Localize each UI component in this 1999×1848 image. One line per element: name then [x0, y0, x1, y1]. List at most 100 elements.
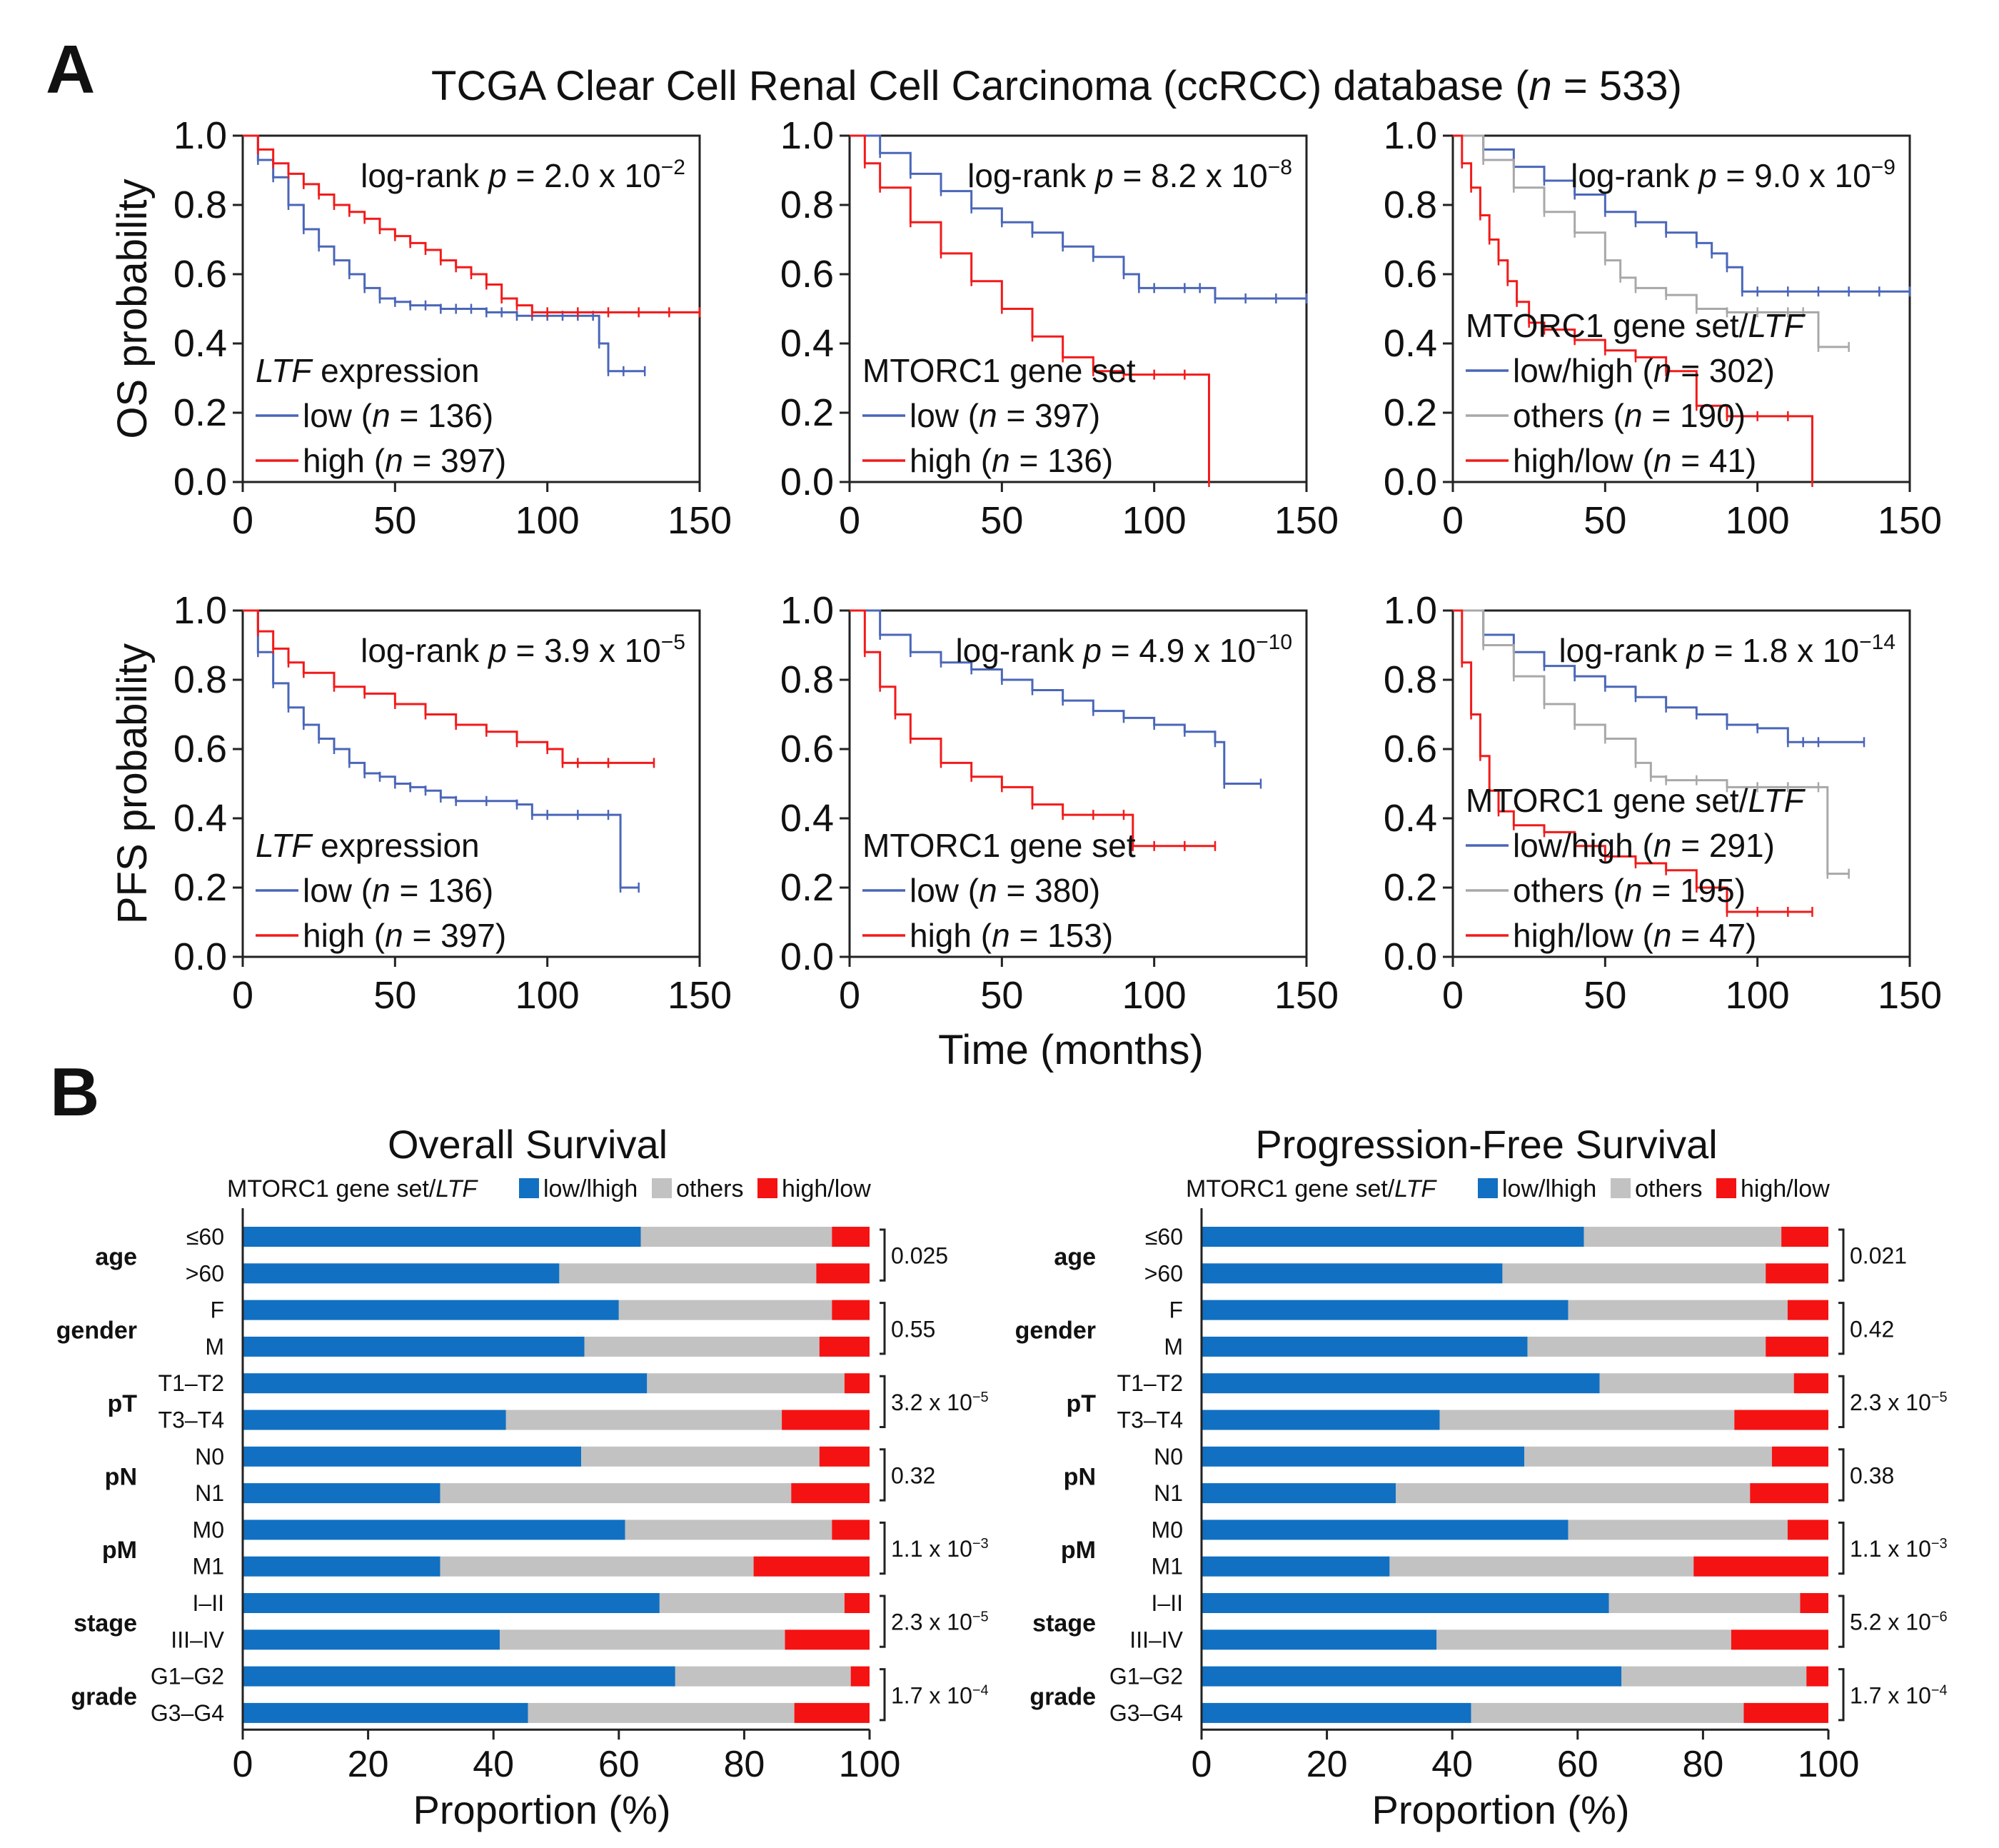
group-p-value: 1.1 x 10−3 — [891, 1536, 989, 1562]
km-curve — [850, 609, 1261, 785]
bar-segment-high/low — [1750, 1483, 1828, 1504]
bar-segment-others — [1621, 1666, 1807, 1687]
bar-segment-others — [659, 1593, 845, 1613]
bar-segment-low/high — [243, 1593, 660, 1613]
group-label: pN — [1064, 1463, 1096, 1490]
bar-segment-high/low — [1787, 1520, 1828, 1540]
group-label: pT — [1066, 1390, 1096, 1417]
plot-frame — [241, 609, 701, 958]
legend-entry: others (n = 190) — [1513, 397, 1746, 434]
x-tick-label: 150 — [1274, 499, 1339, 542]
x-tick-label: 80 — [723, 1744, 765, 1785]
km-series-1 — [243, 134, 701, 318]
row-label: N0 — [195, 1444, 224, 1470]
row-label: M1 — [1152, 1554, 1183, 1580]
bar-segment-high/low — [1793, 1373, 1828, 1394]
row-label: G1–G2 — [1109, 1664, 1183, 1689]
bar-segment-others — [584, 1336, 820, 1357]
y-tick-label: 0.2 — [1384, 866, 1437, 909]
y-tick-label: 0.6 — [780, 253, 834, 296]
bar-segment-low/high — [243, 1263, 560, 1284]
bar-segment-high/low — [850, 1666, 870, 1687]
row-label: I–II — [1152, 1590, 1183, 1616]
group-p-value: 5.2 x 10−6 — [1850, 1610, 1948, 1635]
bar-segment-high/low — [1734, 1410, 1828, 1430]
bar-group-pM: M0 M1 pM 1.1 x 10−3 — [1061, 1517, 1948, 1579]
legend-entry: low (n = 136) — [303, 872, 493, 909]
bar-segment-high/low — [785, 1629, 870, 1650]
bar-segment-low/high — [243, 1227, 641, 1247]
bar-segment-others — [1568, 1300, 1788, 1320]
bar-segment-high/low — [791, 1483, 870, 1504]
bar-segment-low/high — [1202, 1410, 1440, 1430]
y-tick-label: 1.0 — [173, 589, 227, 632]
bar-segment-low/high — [243, 1483, 440, 1504]
x-tick-label: 40 — [473, 1744, 514, 1785]
bar-segment-high/low — [782, 1410, 870, 1430]
group-label: grade — [1029, 1683, 1096, 1710]
x-tick-label: 40 — [1431, 1744, 1473, 1785]
row-label: III–IV — [1129, 1627, 1183, 1652]
y-tick-label: 1.0 — [780, 589, 834, 632]
significance-bracket — [880, 1228, 886, 1282]
y-tick-label: 0.2 — [1384, 391, 1437, 434]
y-tick-label: 0.0 — [173, 461, 227, 503]
significance-bracket — [1838, 1521, 1845, 1575]
bar-segment-low/high — [243, 1300, 619, 1320]
y-tick-label: 0.0 — [780, 461, 834, 503]
bar-group-pN: N0 N1 pN 0.32 — [105, 1444, 936, 1506]
bar-segment-high/low — [1781, 1227, 1828, 1247]
row-label: F — [210, 1297, 224, 1323]
km-panel-os-ltf: 0.0 0.2 0.4 0.6 0.8 1.0 0 50 100 150 OS probabilit… — [109, 114, 732, 542]
row-label: N0 — [1154, 1444, 1183, 1470]
x-tick-label: 20 — [348, 1744, 389, 1785]
y-tick-label: 0.4 — [173, 797, 227, 840]
bar-segment-others — [559, 1263, 817, 1284]
y-tick-label: 0.4 — [780, 322, 834, 365]
row-label: M0 — [1152, 1517, 1183, 1542]
significance-bracket — [1838, 1375, 1845, 1428]
significance-bracket — [880, 1595, 886, 1648]
x-tick-label: 150 — [668, 499, 732, 542]
row-label: ≤60 — [186, 1224, 224, 1250]
bar-segment-low/high — [1202, 1227, 1584, 1247]
bar-segment-others — [1502, 1263, 1766, 1284]
bar-segment-low/high — [1202, 1336, 1528, 1357]
bar-segment-high/low — [832, 1227, 870, 1247]
bar-segment-low/high — [243, 1556, 440, 1577]
legend-entry: low (n = 136) — [303, 397, 493, 434]
row-label: I–II — [193, 1590, 224, 1616]
bar-segment-others — [1527, 1336, 1766, 1357]
row-label: G3–G4 — [1109, 1700, 1183, 1726]
bar-segment-high/low — [1731, 1629, 1828, 1650]
bar-group-pT: T1–T2 T3–T4 pT 2.3 x 10−5 — [1066, 1370, 1947, 1432]
bar-chart-title: Progression-Free Survival — [1255, 1122, 1717, 1167]
x-axis-label: Proportion (%) — [413, 1787, 670, 1832]
bar-segment-others — [505, 1410, 782, 1430]
logrank-p-value: log-rank p = 3.9 x 10−5 — [361, 631, 685, 669]
legend-entry: high (n = 153) — [910, 917, 1113, 954]
km-series-0 — [850, 134, 1308, 303]
bar-segment-others — [625, 1520, 832, 1540]
x-tick-label: 100 — [515, 974, 580, 1017]
group-label: pM — [1061, 1537, 1096, 1564]
row-label: G1–G2 — [151, 1664, 224, 1689]
row-label: T1–T2 — [158, 1370, 224, 1396]
bar-segment-high/low — [844, 1373, 870, 1394]
bar-group-stage: I–II III–IV stage 5.2 x 10−6 — [1032, 1590, 1948, 1652]
x-tick-label: 0 — [1442, 499, 1464, 542]
significance-bracket — [880, 1521, 886, 1575]
bar-segment-others — [647, 1373, 845, 1394]
legend-swatch — [1716, 1178, 1736, 1198]
bar-segment-low/high — [243, 1446, 582, 1467]
significance-bracket — [880, 1302, 886, 1355]
y-tick-label: 0.0 — [173, 935, 227, 978]
legend-swatch — [652, 1178, 672, 1198]
y-tick-label: 0.6 — [1384, 728, 1437, 770]
x-tick-label: 150 — [1274, 974, 1339, 1017]
group-p-value: 0.32 — [891, 1462, 935, 1488]
row-label: M1 — [193, 1554, 224, 1580]
bar-segment-low/high — [1202, 1702, 1471, 1723]
y-tick-label: 0.8 — [780, 658, 834, 701]
